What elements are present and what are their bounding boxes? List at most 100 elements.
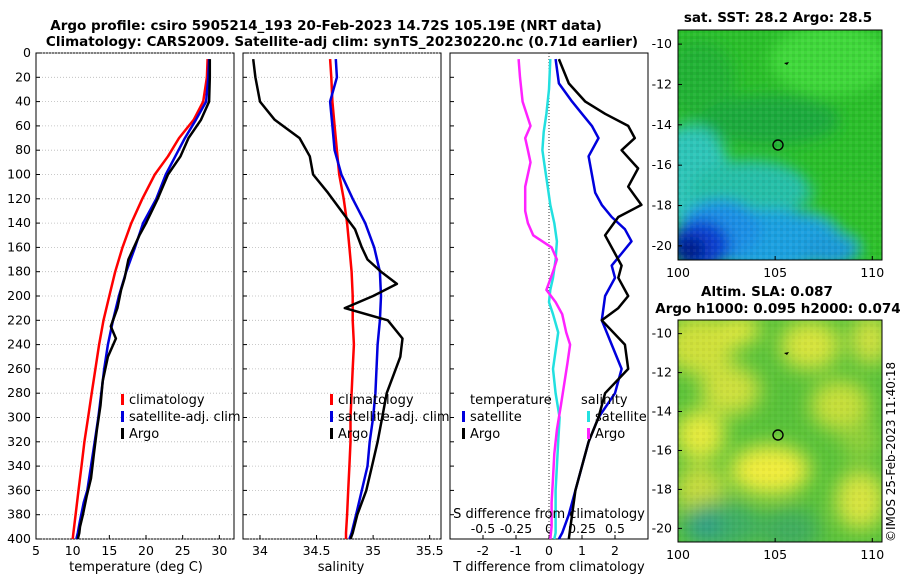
map-y-tick-label: -20 bbox=[652, 520, 672, 535]
depth-tick-label: 20 bbox=[15, 69, 31, 84]
legend-heading-temperature: temperature bbox=[470, 393, 552, 408]
map-x-tick-label: 105 bbox=[763, 547, 787, 562]
series-line-satellite-adj-clim bbox=[328, 59, 383, 540]
salinity-panel: 34 34.5 35 35.5 bbox=[242, 52, 444, 558]
sst-map-speck bbox=[784, 62, 789, 65]
depth-tick-label: 180 bbox=[7, 264, 31, 279]
depth-tick-label: 0 bbox=[23, 45, 31, 60]
s-difference-axis-label: S difference from climatology bbox=[453, 507, 645, 522]
x-tick-label: 2 bbox=[611, 543, 619, 558]
x-tick-label: 30 bbox=[211, 543, 227, 558]
legend-swatch-climatology bbox=[121, 394, 124, 405]
legend-heading-salinity: salinity bbox=[581, 393, 628, 408]
temperature-axis-label: temperature (deg C) bbox=[69, 560, 203, 575]
s-diff-tick-label: -0.25 bbox=[500, 521, 532, 536]
series-line-argo bbox=[251, 58, 404, 540]
depth-tick-label: 360 bbox=[7, 482, 31, 497]
legend-swatch-argo bbox=[330, 428, 333, 439]
legend-swatch-climatology bbox=[330, 394, 333, 405]
depth-tick-label: 120 bbox=[7, 191, 31, 206]
legend-swatch-satellite bbox=[121, 411, 124, 422]
argo-position-marker-sla bbox=[772, 429, 784, 441]
depth-tick-label: 220 bbox=[7, 312, 31, 327]
depth-tick-label: 60 bbox=[15, 118, 31, 133]
sla-map-axes: 100 105 110 -10 -12 -14 -16 -18 -20 bbox=[652, 326, 885, 562]
legend-swatch-s-satellite bbox=[587, 411, 590, 422]
depth-tick-label: 400 bbox=[7, 531, 31, 546]
x-tick-label: 0 bbox=[545, 543, 553, 558]
sst-heatmap bbox=[678, 30, 882, 260]
s-diff-tick-label: 0.5 bbox=[605, 521, 625, 536]
legend-swatch-s-argo bbox=[587, 428, 590, 439]
x-tick-label: 20 bbox=[138, 543, 154, 558]
sst-map-frame bbox=[677, 29, 883, 261]
legend-label-climatology: climatology bbox=[338, 393, 414, 408]
legend-label-t-satellite: satellite bbox=[470, 410, 522, 425]
difference-legend: temperature satellite Argo salinity sate… bbox=[462, 393, 647, 442]
x-tick-label: 25 bbox=[175, 543, 191, 558]
legend-label-argo: Argo bbox=[129, 427, 159, 442]
imos-timestamp: ©IMOS 25-Feb-2023 11:40:18 bbox=[884, 362, 898, 542]
difference-panel: -2 -1 0 1 2 -0.5 -0.25 0 0.25 0.5 bbox=[449, 52, 649, 558]
map-y-tick-label: -12 bbox=[652, 365, 672, 380]
x-tick-label: -2 bbox=[477, 543, 489, 558]
legend-label-satellite: satellite-adj. clim bbox=[338, 410, 450, 425]
depth-tick-label: 160 bbox=[7, 239, 31, 254]
sla-map-title-line1: Altim. SLA: 0.087 bbox=[701, 284, 833, 300]
map-y-tick-label: -18 bbox=[652, 481, 672, 496]
map-x-tick-label: 110 bbox=[860, 265, 884, 280]
legend-label-argo: Argo bbox=[338, 427, 368, 442]
legend-label-climatology: climatology bbox=[129, 393, 205, 408]
depth-tick-label: 380 bbox=[7, 507, 31, 522]
series-line-temperature-argo bbox=[557, 58, 643, 540]
map-y-tick-label: -16 bbox=[652, 157, 672, 172]
x-tick-label: 15 bbox=[101, 543, 117, 558]
series-line-argo bbox=[76, 59, 212, 540]
x-tick-label: 35.5 bbox=[416, 543, 444, 558]
s-diff-tick-label: -0.5 bbox=[471, 521, 495, 536]
x-tick-label: 10 bbox=[65, 543, 81, 558]
temperature-legend: climatology satellite-adj. clim Argo bbox=[121, 393, 241, 442]
map-y-tick-label: -16 bbox=[652, 442, 672, 457]
x-tick-label: 34 bbox=[252, 543, 268, 558]
sst-map-title: sat. SST: 28.2 Argo: 28.5 bbox=[684, 10, 872, 26]
depth-tick-label: 40 bbox=[15, 94, 31, 109]
map-y-tick-label: -20 bbox=[652, 238, 672, 253]
map-x-tick-label: 110 bbox=[860, 547, 884, 562]
map-y-tick-label: -18 bbox=[652, 198, 672, 213]
depth-axis-labels: 0 20 40 60 80 100 120 140 160 180 200 220 240 260 280 3… bbox=[7, 45, 31, 546]
figure-title-line1: Argo profile: csiro 5905214_193 20-Feb-2… bbox=[50, 18, 601, 34]
depth-tick-label: 140 bbox=[7, 215, 31, 230]
sla-map-speck bbox=[784, 352, 789, 355]
x-tick-label: 35 bbox=[365, 543, 381, 558]
legend-label-satellite: satellite-adj. clim bbox=[129, 410, 241, 425]
depth-tick-label: 300 bbox=[7, 410, 31, 425]
figure-title-line2: Climatology: CARS2009. Satellite-adj cli… bbox=[46, 34, 638, 50]
legend-swatch-t-argo bbox=[462, 428, 465, 439]
x-tick-label: -1 bbox=[510, 543, 522, 558]
legend-label-s-argo: Argo bbox=[595, 427, 625, 442]
map-x-tick-label: 105 bbox=[763, 265, 787, 280]
map-y-tick-label: -10 bbox=[652, 36, 672, 51]
series-line-salinity-argo bbox=[517, 59, 572, 540]
sst-map-axes: 100 105 110 -10 -12 -14 -16 -18 -20 bbox=[652, 36, 885, 280]
depth-tick-label: 240 bbox=[7, 337, 31, 352]
depth-tick-label: 340 bbox=[7, 458, 31, 473]
sla-map-title-line2: Argo h1000: 0.095 h2000: 0.074 bbox=[655, 301, 900, 317]
depth-tick-label: 200 bbox=[7, 288, 31, 303]
legend-swatch-t-satellite bbox=[462, 411, 465, 422]
x-tick-label: 5 bbox=[32, 543, 40, 558]
map-y-tick-label: -14 bbox=[652, 117, 672, 132]
map-y-tick-label: -14 bbox=[652, 404, 672, 419]
depth-tick-label: 80 bbox=[15, 142, 31, 157]
map-x-tick-label: 100 bbox=[666, 265, 690, 280]
x-tick-label: 1 bbox=[578, 543, 586, 558]
sla-heatmap bbox=[678, 320, 882, 542]
series-line-climatology bbox=[328, 59, 356, 539]
argo-position-marker bbox=[772, 139, 784, 151]
depth-tick-label: 260 bbox=[7, 361, 31, 376]
t-difference-axis-label: T difference from climatology bbox=[452, 560, 645, 575]
map-y-tick-label: -12 bbox=[652, 76, 672, 91]
depth-tick-label: 280 bbox=[7, 385, 31, 400]
series-line-climatology bbox=[71, 59, 209, 540]
